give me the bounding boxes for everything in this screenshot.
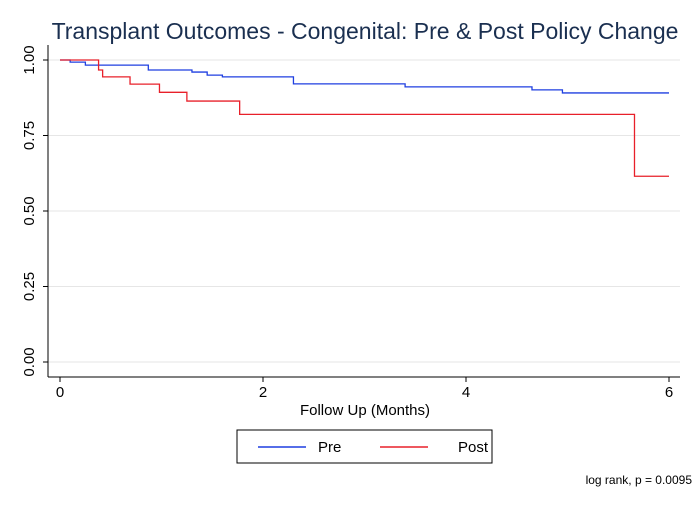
legend-label: Pre bbox=[318, 439, 341, 456]
x-tick-label: 0 bbox=[56, 384, 64, 401]
x-tick-label: 2 bbox=[259, 384, 267, 401]
y-tick-label: 0.75 bbox=[21, 121, 38, 150]
x-axis-label: Follow Up (Months) bbox=[300, 402, 430, 419]
annotation: log rank, p = 0.0095 bbox=[586, 473, 693, 487]
chart-title: Transplant Outcomes - Congenital: Pre & … bbox=[52, 18, 679, 44]
y-tick-label: 1.00 bbox=[21, 45, 38, 74]
y-tick-label: 0.25 bbox=[21, 272, 38, 301]
x-tick-label: 4 bbox=[462, 384, 470, 401]
legend-label: Post bbox=[458, 439, 489, 456]
survival-curve bbox=[60, 59, 669, 177]
y-tick-label: 0.00 bbox=[21, 347, 38, 376]
survival-curve bbox=[60, 59, 669, 94]
x-tick-label: 6 bbox=[665, 384, 673, 401]
y-tick-label: 0.50 bbox=[21, 196, 38, 225]
